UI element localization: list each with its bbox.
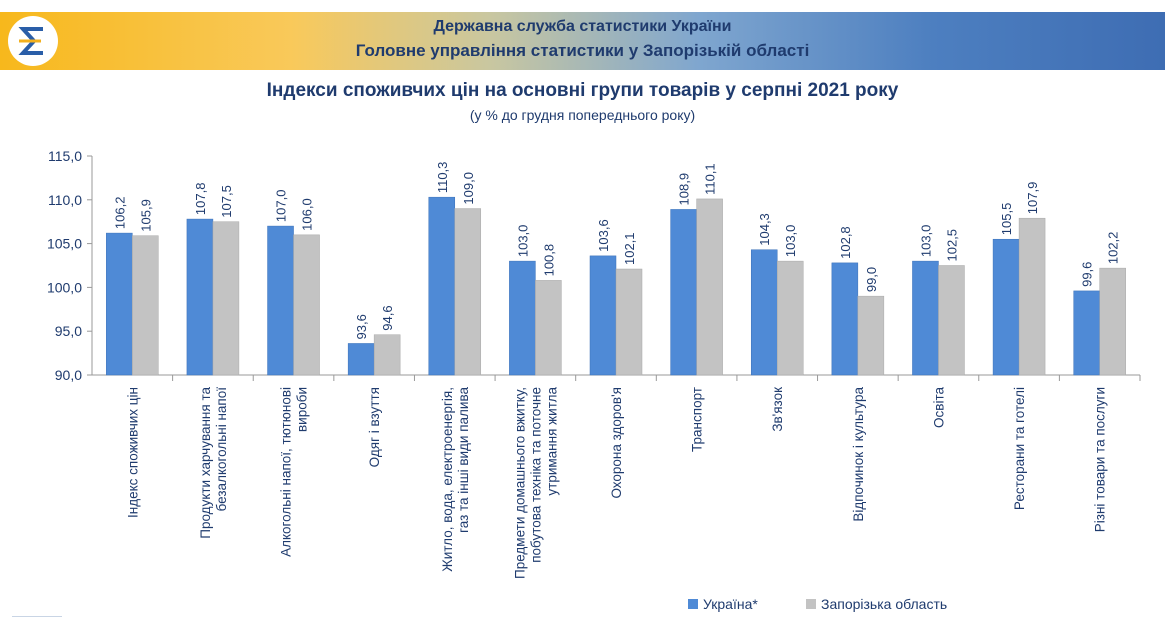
category-label: газ та інші види палива xyxy=(456,387,471,533)
data-label: 107,8 xyxy=(193,183,208,216)
category-label: Предмети домашнього вжитку, xyxy=(512,387,527,579)
data-label: 106,0 xyxy=(300,198,315,231)
data-label: 110,1 xyxy=(703,163,718,195)
footer-rule xyxy=(12,616,62,617)
category-label: Транспорт xyxy=(690,387,705,452)
category-label: вироби xyxy=(295,387,310,432)
data-label: 100,8 xyxy=(541,244,556,277)
data-label: 106,2 xyxy=(112,197,127,230)
data-label: 102,1 xyxy=(622,232,637,265)
y-tick-label: 115,0 xyxy=(48,148,82,164)
data-label: 103,0 xyxy=(783,225,798,258)
bar-ukraine xyxy=(509,260,536,376)
data-label: 107,0 xyxy=(274,190,289,223)
data-label: 103,0 xyxy=(918,225,933,258)
category-label: Зв'язок xyxy=(770,387,785,432)
bar-ukraine xyxy=(1073,290,1100,376)
category-label: побутова техніка та поточне xyxy=(528,387,543,563)
data-label: 99,6 xyxy=(1080,262,1095,287)
data-label: 102,5 xyxy=(944,229,959,262)
data-label: 103,6 xyxy=(596,219,611,252)
bar-ukraine xyxy=(670,209,697,376)
legend-item-ukraine: Україна* xyxy=(688,596,758,612)
data-label: 102,8 xyxy=(838,226,853,259)
category-label: Одяг і взуття xyxy=(367,387,382,467)
bar-region xyxy=(776,260,804,376)
legend-label-region: Запорізька область xyxy=(821,596,948,612)
bar-region xyxy=(132,235,159,376)
y-tick-label: 100,0 xyxy=(47,279,82,295)
data-label: 102,2 xyxy=(1106,232,1121,265)
data-label: 109,0 xyxy=(461,172,476,205)
bar-ukraine xyxy=(912,260,939,376)
bar-region xyxy=(696,198,723,376)
bar-ukraine xyxy=(267,225,294,376)
legend-item-region: Запорізька область xyxy=(806,596,947,612)
data-label: 110,3 xyxy=(435,162,450,194)
category-label: Алкогольні напої, тютюнові xyxy=(279,387,294,557)
header-org: Державна служба статистики України xyxy=(433,18,732,35)
data-label: 105,9 xyxy=(138,199,153,232)
data-label: 108,9 xyxy=(677,173,692,206)
legend-label-ukraine: Україна* xyxy=(703,596,758,612)
logo-sigma-icon xyxy=(8,16,58,66)
header-banner xyxy=(0,12,1165,70)
category-label: Продукти харчування та xyxy=(198,387,213,539)
data-label: 94,6 xyxy=(380,305,395,330)
chart-title: Індекси споживчих цін на основні групи т… xyxy=(266,80,899,101)
category-label: Відпочинок і культура xyxy=(851,387,866,522)
bar-chart: 90,0 95,0 100,0 105,0 110,0 115,0 106,2 105,9 Ін… xyxy=(47,148,1141,579)
category-label: Житло, вода, електроенергія, xyxy=(440,387,455,572)
bar-region xyxy=(373,334,401,376)
bar-ukraine xyxy=(831,262,859,376)
data-label: 107,5 xyxy=(219,185,234,218)
bar-region xyxy=(938,265,965,376)
data-label: 107,9 xyxy=(1025,182,1040,215)
category-label: Охорона здоров'я xyxy=(609,387,624,499)
y-tick-label: 110,0 xyxy=(48,192,82,208)
bar-region xyxy=(454,208,482,376)
bar-region xyxy=(857,295,885,376)
bar-ukraine xyxy=(428,196,456,376)
category-label: Ресторани та готелі xyxy=(1012,387,1027,510)
header-suborg: Головне управління статистики у Запорізь… xyxy=(355,41,810,60)
data-label: 104,3 xyxy=(757,213,772,246)
y-tick-label: 90,0 xyxy=(55,367,82,383)
data-label: 103,0 xyxy=(515,225,530,258)
bar-region xyxy=(1018,217,1046,376)
category-label: безалкогольні напої xyxy=(214,387,229,512)
data-label: 99,0 xyxy=(864,267,879,292)
bar-region xyxy=(615,268,643,376)
bar-ukraine xyxy=(589,255,617,376)
category-label: Різні товари та послуги xyxy=(1093,387,1108,532)
bar-ukraine xyxy=(347,343,375,376)
data-label: 105,5 xyxy=(999,203,1014,236)
category-label: Індекс споживчих цін xyxy=(125,387,140,518)
bar-ukraine xyxy=(186,218,214,376)
bar-ukraine xyxy=(106,232,133,376)
bar-region xyxy=(212,221,240,376)
bar-ukraine xyxy=(750,249,778,376)
legend-swatch-region xyxy=(806,599,816,609)
y-tick-label: 95,0 xyxy=(55,323,82,339)
category-label: утримання житла xyxy=(544,387,559,496)
bar-ukraine xyxy=(992,238,1020,376)
legend-swatch-ukraine xyxy=(688,599,698,609)
bar-region xyxy=(535,280,562,376)
category-label: Освіта xyxy=(931,387,946,428)
y-tick-label: 105,0 xyxy=(47,236,82,252)
bar-region xyxy=(293,234,320,376)
chart-subtitle: (у % до грудня попереднього року) xyxy=(469,107,696,123)
data-label: 93,6 xyxy=(354,314,369,339)
bar-region xyxy=(1099,267,1126,376)
